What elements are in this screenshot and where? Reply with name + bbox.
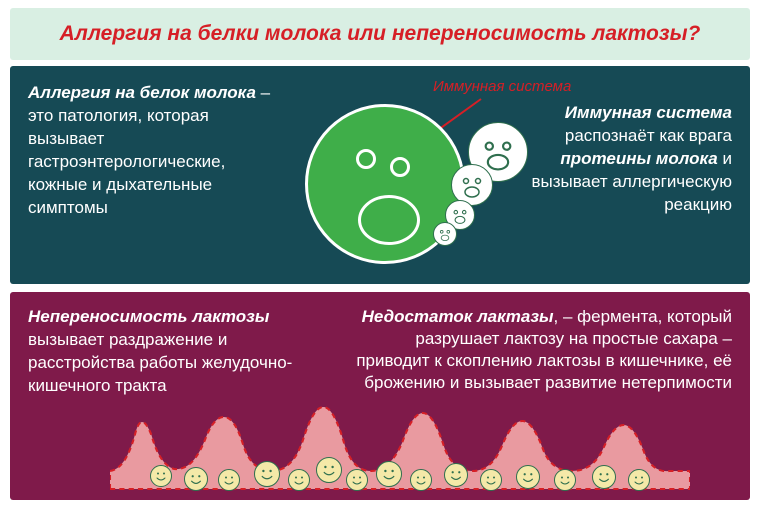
page-title: Аллергия на белки молока или непереносим… bbox=[20, 22, 740, 46]
lactose-face-icon bbox=[150, 465, 172, 487]
immune-system-label: Иммунная система bbox=[433, 78, 571, 95]
intestinal-villi-icon bbox=[110, 399, 690, 494]
lactose-face-icon bbox=[376, 461, 402, 487]
allergy-r-b2: протеины молока bbox=[560, 149, 717, 168]
lactose-face-icon bbox=[516, 465, 540, 489]
lactose-left-text: Непереносимость лактозы вызывает раздраж… bbox=[28, 306, 328, 398]
lactose-face-icon bbox=[254, 461, 280, 487]
panel-allergy: Аллергия на белок молока – это патология… bbox=[10, 66, 750, 284]
panel-lactose: Непереносимость лактозы вызывает раздраж… bbox=[10, 292, 750, 500]
lactose-face-icon bbox=[410, 469, 432, 491]
lactose-lead: Непереносимость лактозы bbox=[28, 307, 269, 326]
lactose-face-icon bbox=[554, 469, 576, 491]
lactose-body: вызывает раздражение и расстройства рабо… bbox=[28, 330, 292, 395]
lactose-right-text: Недостаток лактазы, – фермента, который … bbox=[348, 306, 732, 398]
allergy-r-t1: распознаёт как врага bbox=[565, 126, 732, 145]
header-banner: Аллергия на белки молока или непереносим… bbox=[10, 8, 750, 60]
allergy-left-text: Аллергия на белок молока – это патология… bbox=[28, 82, 273, 272]
lactose-face-icon bbox=[218, 469, 240, 491]
lactose-face-icon bbox=[184, 467, 208, 491]
lactose-face-icon bbox=[316, 457, 342, 483]
allergy-body: – это патология, которая вызывает гастро… bbox=[28, 83, 270, 217]
lactose-face-icon bbox=[288, 469, 310, 491]
lactose-face-icon bbox=[592, 465, 616, 489]
allergy-right-text: Иммунная система распознаёт как врага пр… bbox=[523, 82, 732, 272]
lactose-face-icon bbox=[444, 463, 468, 487]
allergy-illustration: Иммунная система bbox=[273, 82, 523, 272]
antibody-face-icon bbox=[433, 222, 457, 246]
lactase-lead: Недостаток лактазы bbox=[362, 307, 554, 326]
lactose-face-icon bbox=[628, 469, 650, 491]
lactose-face-icon bbox=[480, 469, 502, 491]
lactose-face-icon bbox=[346, 469, 368, 491]
allergy-lead: Аллергия на белок молока bbox=[28, 83, 256, 102]
allergy-r-b1: Иммунная система bbox=[565, 103, 732, 122]
